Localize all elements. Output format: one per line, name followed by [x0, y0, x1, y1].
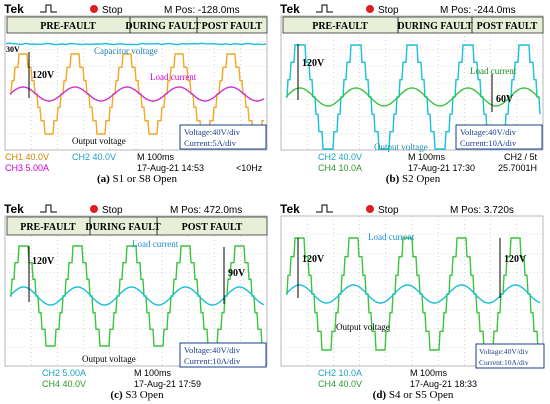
- tek-logo: Tek: [4, 2, 24, 16]
- mpos-label: M Pos: 472.0ms: [170, 205, 242, 216]
- capacitor-label: Capacitor voltage: [94, 46, 158, 56]
- footer-ch2b: CH2 / 5t: [504, 152, 538, 162]
- footer-freq: <10Hz: [236, 163, 263, 173]
- phase-pre: PRE-FAULT: [40, 21, 96, 32]
- footer-ch2: CH2 40.0V: [72, 152, 116, 162]
- amp-label: 120V: [302, 254, 325, 265]
- voltage-scale: Voltage:40V/div: [184, 127, 241, 137]
- phase-post: POST FAULT: [182, 222, 243, 233]
- amp-label: 120V: [302, 58, 325, 69]
- load-label: Load current: [132, 239, 179, 249]
- amp2-label: 60V: [496, 94, 514, 105]
- phase-during: DURING FAULT: [125, 21, 201, 32]
- panel-a: Tek Stop M Pos: -128.0ms PRE-FAULT DURIN…: [2, 2, 272, 184]
- stop-indicator: [90, 5, 98, 13]
- amp2-label: 90V: [228, 268, 246, 279]
- tek-logo: Tek: [280, 202, 300, 216]
- amp-label: 120V: [32, 256, 55, 267]
- mpos-label: M Pos: -128.0ms: [164, 5, 240, 16]
- voltage-scale: Voltage:40V/div: [460, 127, 517, 137]
- caption-c: (c) S3 Open: [2, 389, 272, 401]
- phase-pre: PRE-FAULT: [20, 222, 76, 233]
- amp-label: 120V: [32, 70, 55, 81]
- voltage-scale: Voltage:40V/div: [184, 345, 241, 355]
- level-label: 30V: [6, 45, 20, 54]
- footer-time: M 100ms: [134, 368, 172, 378]
- amp2-label: 120V: [504, 254, 527, 265]
- current-scale: Current:10A/div: [184, 356, 241, 366]
- footer-ch4: CH4 40.0V: [318, 379, 362, 389]
- footer-ch4: CH4 40.0V: [42, 379, 86, 389]
- footer-time: M 100ms: [137, 152, 175, 162]
- current-scale: Current:10A/div: [460, 138, 517, 148]
- voltage-scale: Voltage:40V/div: [479, 347, 529, 356]
- stop-indicator: [90, 205, 98, 213]
- load-label: Load current: [150, 72, 197, 82]
- scope-d: Tek Stop M Pos: 3.720s Load current Outp…: [278, 202, 548, 402]
- panel-d: Tek Stop M Pos: 3.720s Load current Outp…: [278, 202, 548, 402]
- stop-label: Stop: [378, 5, 399, 16]
- phase-post: POST FAULT: [477, 21, 538, 32]
- stop-label: Stop: [102, 5, 123, 16]
- footer-ch4: CH4 10.0A: [318, 163, 362, 173]
- load-label: Load current: [368, 232, 415, 242]
- panel-c: Tek Stop M Pos: 472.0ms PRE-FAULT DURING…: [2, 202, 272, 402]
- footer-date: 17-Aug-21 17:59: [134, 379, 201, 389]
- footer-date: 17-Aug-21 18:33: [410, 379, 477, 389]
- footer-date: 17-Aug-21 17:30: [408, 163, 475, 173]
- tek-logo: Tek: [4, 202, 24, 216]
- footer-time: M 100ms: [410, 368, 448, 378]
- scope-c: Tek Stop M Pos: 472.0ms PRE-FAULT DURING…: [2, 202, 272, 402]
- footer-ch2: CH2 5.00A: [42, 368, 86, 378]
- phase-post: POST FAULT: [202, 21, 263, 32]
- output-label: Output voltage: [72, 136, 126, 146]
- output-label: Output voltage: [336, 322, 390, 332]
- current-scale: Current:10A/div: [479, 358, 529, 367]
- current-scale: Current:5A/div: [184, 138, 237, 148]
- footer-ch2: CH2 10.0A: [318, 368, 362, 378]
- caption-a: (a) S1 or S8 Open: [2, 173, 272, 185]
- footer-ch1: CH1 40.0V: [5, 152, 49, 162]
- phase-during: DURING FAULT: [85, 222, 161, 233]
- load-label: Load current: [470, 66, 517, 76]
- stop-indicator: [366, 5, 374, 13]
- footer-ch3: CH3 5.00A: [5, 163, 49, 173]
- output-label: Output voltage: [82, 354, 136, 364]
- phase-during: DURING FAULT: [397, 21, 473, 32]
- stop-label: Stop: [102, 205, 123, 216]
- stop-indicator: [366, 205, 374, 213]
- mpos-label: M Pos: -244.0ms: [440, 5, 516, 16]
- footer-freq: 25.7001H: [498, 163, 537, 173]
- scope-b: Tek Stop M Pos: -244.0ms PRE-FAULT DURIN…: [278, 2, 548, 184]
- phase-pre: PRE-FAULT: [312, 21, 368, 32]
- output-label: Output voltage: [374, 142, 428, 152]
- footer-time: M 100ms: [408, 152, 446, 162]
- stop-label: Stop: [378, 205, 399, 216]
- caption-d: (d) S4 or S5 Open: [278, 389, 548, 401]
- footer-ch2: CH2 40.0V: [318, 152, 362, 162]
- footer-date: 17-Aug-21 14:53: [137, 163, 204, 173]
- tek-logo: Tek: [280, 2, 300, 16]
- scope-a: Tek Stop M Pos: -128.0ms PRE-FAULT DURIN…: [2, 2, 272, 184]
- mpos-label: M Pos: 3.720s: [450, 205, 514, 216]
- panel-b: Tek Stop M Pos: -244.0ms PRE-FAULT DURIN…: [278, 2, 548, 184]
- caption-b: (b) S2 Open: [278, 173, 548, 185]
